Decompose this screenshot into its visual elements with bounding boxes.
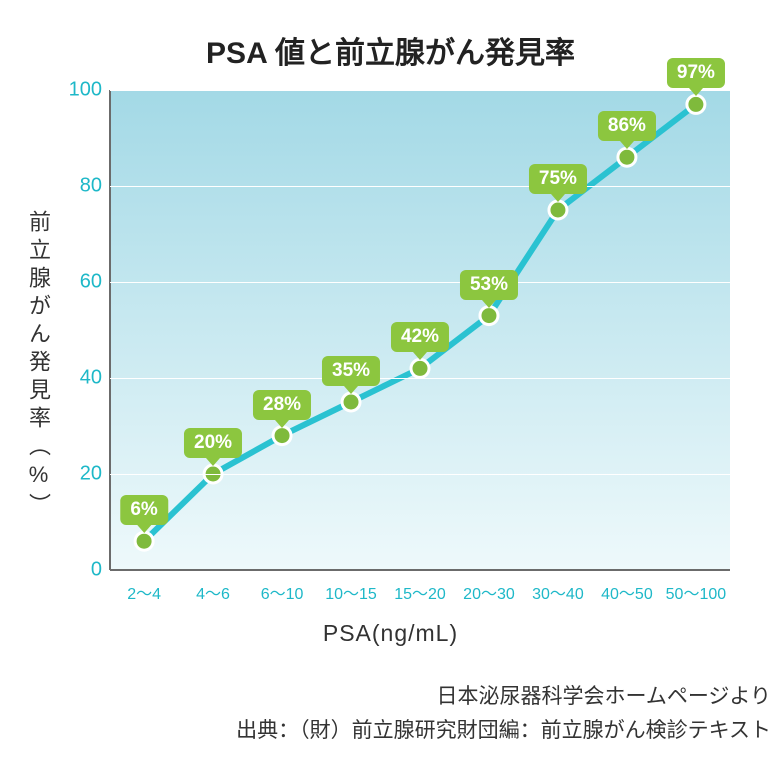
data-label: 86% — [598, 111, 656, 141]
y-tick: 40 — [80, 367, 110, 390]
data-label: 6% — [120, 495, 167, 525]
y-tick: 0 — [91, 559, 110, 582]
x-tick: 50～100 — [666, 570, 727, 604]
x-tick: 10～15 — [325, 570, 377, 604]
y-tick: 60 — [80, 271, 110, 294]
gridline — [110, 474, 730, 475]
plot-area: 0204060801002～44～66～1010～1515～2020～3030～… — [110, 90, 730, 570]
y-tick: 20 — [80, 463, 110, 486]
data-point — [135, 532, 153, 550]
data-point — [342, 393, 360, 411]
data-label: 20% — [184, 428, 242, 458]
data-label: 75% — [529, 164, 587, 194]
y-axis-label: 前立腺がん発見率（%） — [22, 210, 54, 521]
y-axis — [109, 90, 111, 570]
data-label: 28% — [253, 390, 311, 420]
data-point — [618, 148, 636, 166]
x-tick: 40～50 — [601, 570, 653, 604]
y-tick: 80 — [80, 175, 110, 198]
gridline — [110, 186, 730, 187]
gridline — [110, 378, 730, 379]
data-label: 53% — [460, 270, 518, 300]
data-point — [480, 307, 498, 325]
x-tick: 4～6 — [196, 570, 230, 604]
data-point — [273, 427, 291, 445]
data-label: 35% — [322, 356, 380, 386]
source-line-2: 出典：（財）前立腺研究財団編：前立腺がん検診テキスト — [0, 714, 781, 744]
chart-title: PSA 値と前立腺がん発見率 — [0, 28, 781, 72]
x-axis-label: PSA(ng/mL) — [0, 620, 781, 647]
x-tick: 15～20 — [394, 570, 446, 604]
data-label: 42% — [391, 322, 449, 352]
data-point — [411, 359, 429, 377]
gridline — [110, 90, 730, 91]
data-label: 97% — [667, 58, 725, 88]
gridline — [110, 282, 730, 283]
chart-container: { "title": { "text": "PSA 値と前立腺がん発見率", "… — [0, 0, 781, 781]
x-tick: 2～4 — [127, 570, 161, 604]
x-tick: 6～10 — [261, 570, 304, 604]
data-point — [549, 201, 567, 219]
x-tick: 30～40 — [532, 570, 584, 604]
data-point — [687, 95, 705, 113]
y-tick: 100 — [69, 79, 110, 102]
x-tick: 20～30 — [463, 570, 515, 604]
source-line-1: 日本泌尿器科学会ホームページより — [0, 680, 781, 710]
